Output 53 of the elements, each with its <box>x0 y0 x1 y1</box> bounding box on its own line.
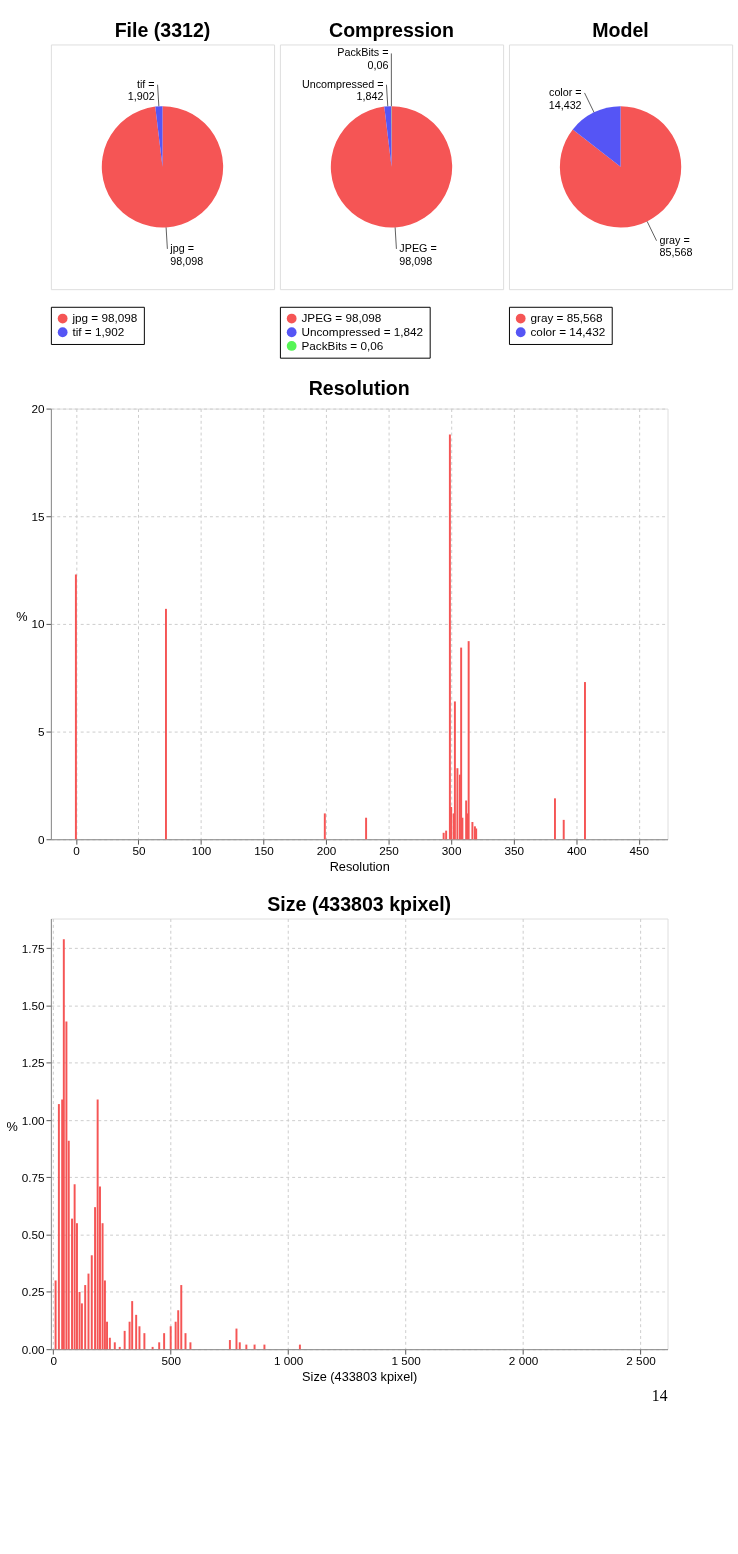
y-tick-label: 10 <box>31 617 45 631</box>
y-tick-label: 1.50 <box>21 998 45 1012</box>
slice-label: PackBits = 0,06 <box>337 46 389 72</box>
x-tick-label: 150 <box>254 844 275 858</box>
x-tick-label: 250 <box>379 844 400 858</box>
y-tick-label: 0 <box>38 832 45 846</box>
slice-label: Uncompressed = 1,842 <box>301 77 384 103</box>
legend-label: gray = 85,568 <box>530 311 604 325</box>
y-tick-label: 0.75 <box>21 1170 45 1184</box>
x-axis-title: Resolution <box>329 859 390 875</box>
legend-label: Uncompressed = 1,842 <box>301 325 424 339</box>
slice-label: gray = 85,568 <box>659 233 693 259</box>
y-tick-label: 15 <box>31 509 45 523</box>
x-tick-label: 1 500 <box>391 1354 422 1368</box>
x-tick-label: 0 <box>50 1354 58 1368</box>
y-tick-label: 20 <box>31 401 45 415</box>
x-tick-label: 400 <box>566 844 587 858</box>
chart-title: Size (433803 kpixel) <box>267 892 452 915</box>
x-tick-label: 50 <box>132 844 146 858</box>
legend-label: JPEG = 98,098 <box>301 311 382 325</box>
x-tick-label: 1 000 <box>273 1354 304 1368</box>
y-tick-label: 0.25 <box>21 1285 45 1299</box>
y-tick-label: 0.00 <box>21 1342 45 1356</box>
chart-title: Model <box>592 18 649 41</box>
x-tick-label: 100 <box>191 844 212 858</box>
legend-label: tif = 1,902 <box>72 325 125 339</box>
legend-label: color = 14,432 <box>530 325 606 339</box>
text: 14 <box>651 1387 668 1405</box>
y-tick-label: 0.50 <box>21 1228 45 1242</box>
x-tick-label: 200 <box>316 844 337 858</box>
x-tick-label: 350 <box>504 844 525 858</box>
y-axis-title: % <box>16 609 28 625</box>
x-tick-label: 2 500 <box>626 1354 657 1368</box>
legend-label: PackBits = 0,06 <box>301 338 384 352</box>
slice-label: color = 14,432 <box>548 85 582 111</box>
x-tick-label: 0 <box>73 844 81 858</box>
x-tick-label: 2 000 <box>508 1354 539 1368</box>
y-tick-label: 1.75 <box>21 941 45 955</box>
y-tick-label: 1.25 <box>21 1056 45 1070</box>
y-tick-label: 1.00 <box>21 1113 45 1127</box>
slice-label: tif = 1,902 <box>127 77 155 103</box>
x-tick-label: 450 <box>629 844 650 858</box>
x-tick-label: 500 <box>161 1354 182 1368</box>
slice-label: JPEG = 98,098 <box>399 241 437 267</box>
y-axis-title: % <box>6 1119 18 1135</box>
legend-label: jpg = 98,098 <box>71 311 138 325</box>
y-tick-label: 5 <box>38 724 45 738</box>
chart-title: Compression <box>329 18 455 41</box>
x-tick-label: 300 <box>441 844 462 858</box>
x-axis-title: Size (433803 kpixel) <box>302 1369 418 1385</box>
chart-title: Resolution <box>308 376 410 399</box>
slice-label: jpg = 98,098 <box>169 241 204 267</box>
chart-title: File (3312) <box>114 18 211 41</box>
